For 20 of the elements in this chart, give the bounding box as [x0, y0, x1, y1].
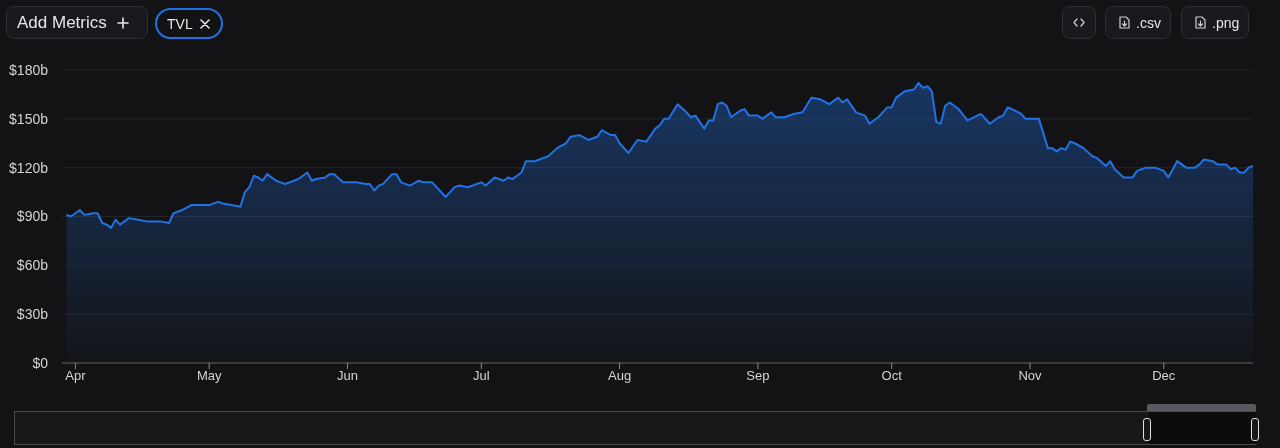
y-tick-label: $0 — [32, 354, 49, 371]
x-tick-label: Dec — [1152, 368, 1176, 384]
y-tick-label: $120b — [9, 159, 49, 176]
x-tick-label: Jun — [337, 368, 358, 384]
x-tick-label: Sep — [746, 368, 770, 384]
x-tick-label: Oct — [881, 368, 903, 384]
y-tick-label: $30b — [16, 306, 49, 323]
text: TVL — [167, 15, 193, 32]
x-tick-label: Nov — [1018, 368, 1043, 384]
x-tick-label: Aug — [608, 368, 632, 384]
y-tick-label: $60b — [16, 257, 49, 274]
text: Add Metrics — [17, 12, 107, 33]
x-tick-label: Jul — [472, 368, 490, 384]
x-tick-label: May — [196, 368, 222, 384]
y-tick-label: $150b — [9, 110, 49, 127]
y-tick-label: $90b — [16, 208, 49, 225]
text: .csv — [1136, 14, 1161, 31]
x-tick-label: Apr — [65, 368, 87, 384]
text: .png — [1212, 14, 1240, 31]
y-tick-label: $180b — [9, 61, 49, 78]
